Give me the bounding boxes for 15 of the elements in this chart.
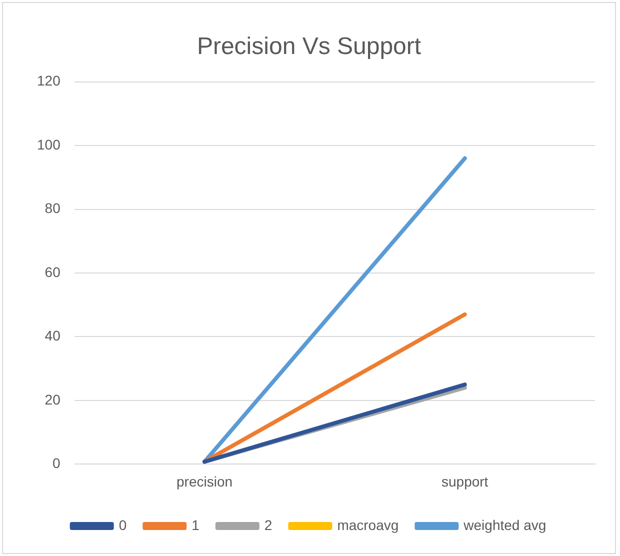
y-tick-label: 40 — [44, 328, 61, 344]
legend-label: 1 — [192, 516, 200, 533]
x-tick-label: precision — [176, 473, 233, 490]
y-tick-label: 120 — [37, 72, 61, 89]
y-tick-label: 0 — [52, 455, 61, 472]
y-tick-label: 80 — [44, 200, 61, 216]
legend-label: macroavg — [337, 516, 399, 533]
legend-label: 0 — [118, 516, 127, 533]
legend-label: weighted avg — [462, 516, 546, 533]
y-tick-label: 20 — [44, 391, 61, 408]
legend-label: 2 — [264, 516, 272, 533]
chart-title: Precision Vs Support — [196, 33, 422, 60]
y-tick-label: 60 — [44, 264, 61, 280]
y-tick-label: 100 — [37, 136, 61, 152]
x-tick-label: support — [441, 473, 488, 490]
